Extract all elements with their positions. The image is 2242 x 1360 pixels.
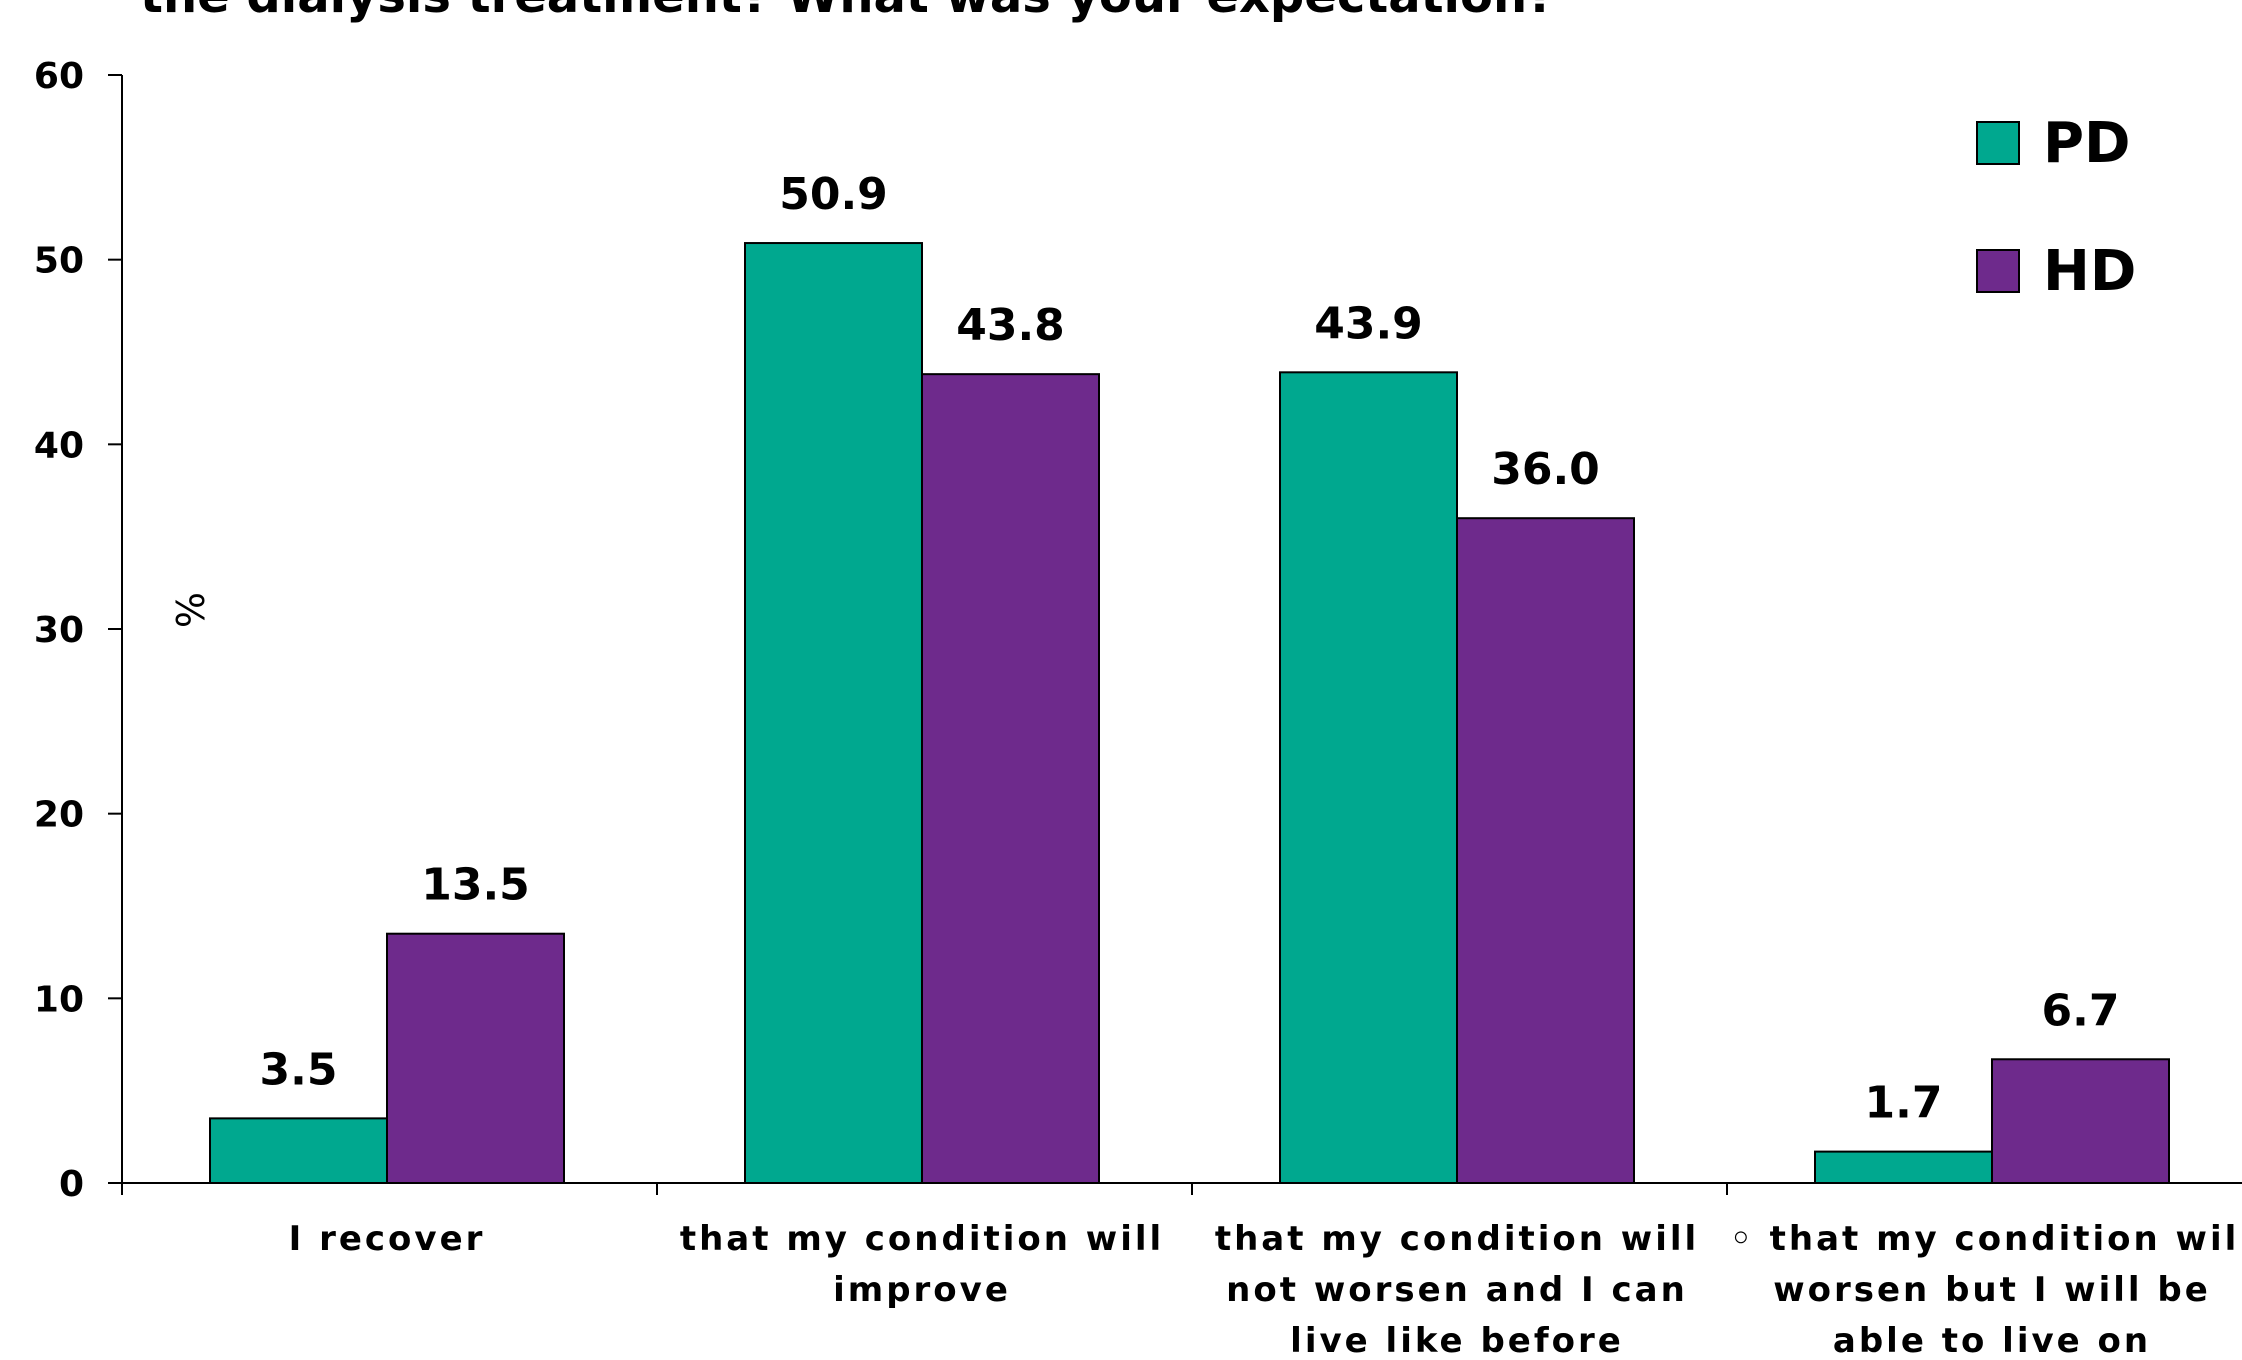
x-category-label: able to live on <box>1833 1321 2151 1356</box>
bars: 3.5 13.5 50.9 43.8 43.9 36.0 1.7 6.7 <box>209 169 2170 1185</box>
legend-swatch-pd <box>1976 121 2020 165</box>
bar-pd <box>1814 1150 1993 1185</box>
legend-label-pd: PD <box>2043 111 2131 176</box>
x-category-label: improve <box>833 1270 1011 1310</box>
data-label-pd: 1.7 <box>1865 1078 1943 1129</box>
bar-hd <box>1456 517 1635 1184</box>
y-tick-label: 20 <box>34 795 84 836</box>
y-tick-label: 60 <box>34 56 84 97</box>
bar-pd <box>744 242 923 1184</box>
legend-label-hd: HD <box>2043 239 2136 304</box>
data-label-pd: 50.9 <box>779 169 888 220</box>
y-tick-label: 10 <box>34 979 84 1020</box>
axes: 0 10 20 30 40 50 60 I recover that my condition … <box>34 56 2242 1360</box>
x-category-label: ◦ that my condition will <box>1730 1219 2242 1259</box>
bar-pd <box>1279 371 1458 1184</box>
data-label-hd: 43.8 <box>956 300 1065 351</box>
x-category-label: worsen but I will be <box>1773 1270 2211 1310</box>
bar-hd <box>1991 1058 2170 1184</box>
x-category-label: that my condition will <box>1215 1219 1699 1259</box>
x-category-label: live like before <box>1290 1321 1624 1356</box>
bar-hd <box>386 932 565 1185</box>
bar-hd <box>921 373 1100 1185</box>
data-label-pd: 43.9 <box>1314 298 1423 349</box>
y-tick-label: 30 <box>34 610 84 651</box>
legend: PD HD <box>1976 111 2136 304</box>
y-tick-label: 40 <box>34 425 84 466</box>
x-category-label: not worsen and I can <box>1226 1270 1688 1310</box>
data-label-hd: 36.0 <box>1491 444 1600 495</box>
y-axis-label: % <box>167 592 211 628</box>
data-label-pd: 3.5 <box>260 1044 338 1095</box>
y-tick-label: 50 <box>34 241 84 282</box>
data-label-hd: 13.5 <box>421 860 530 911</box>
chart-title: the dialysis treatment? What was your ex… <box>140 0 1555 24</box>
data-label-hd: 6.7 <box>2042 985 2120 1036</box>
y-tick-label: 0 <box>59 1164 84 1205</box>
legend-swatch-hd <box>1976 249 2020 293</box>
bar-pd <box>209 1117 388 1185</box>
x-category-label: I recover <box>289 1219 486 1259</box>
x-category-label: that my condition will <box>680 1219 1164 1259</box>
